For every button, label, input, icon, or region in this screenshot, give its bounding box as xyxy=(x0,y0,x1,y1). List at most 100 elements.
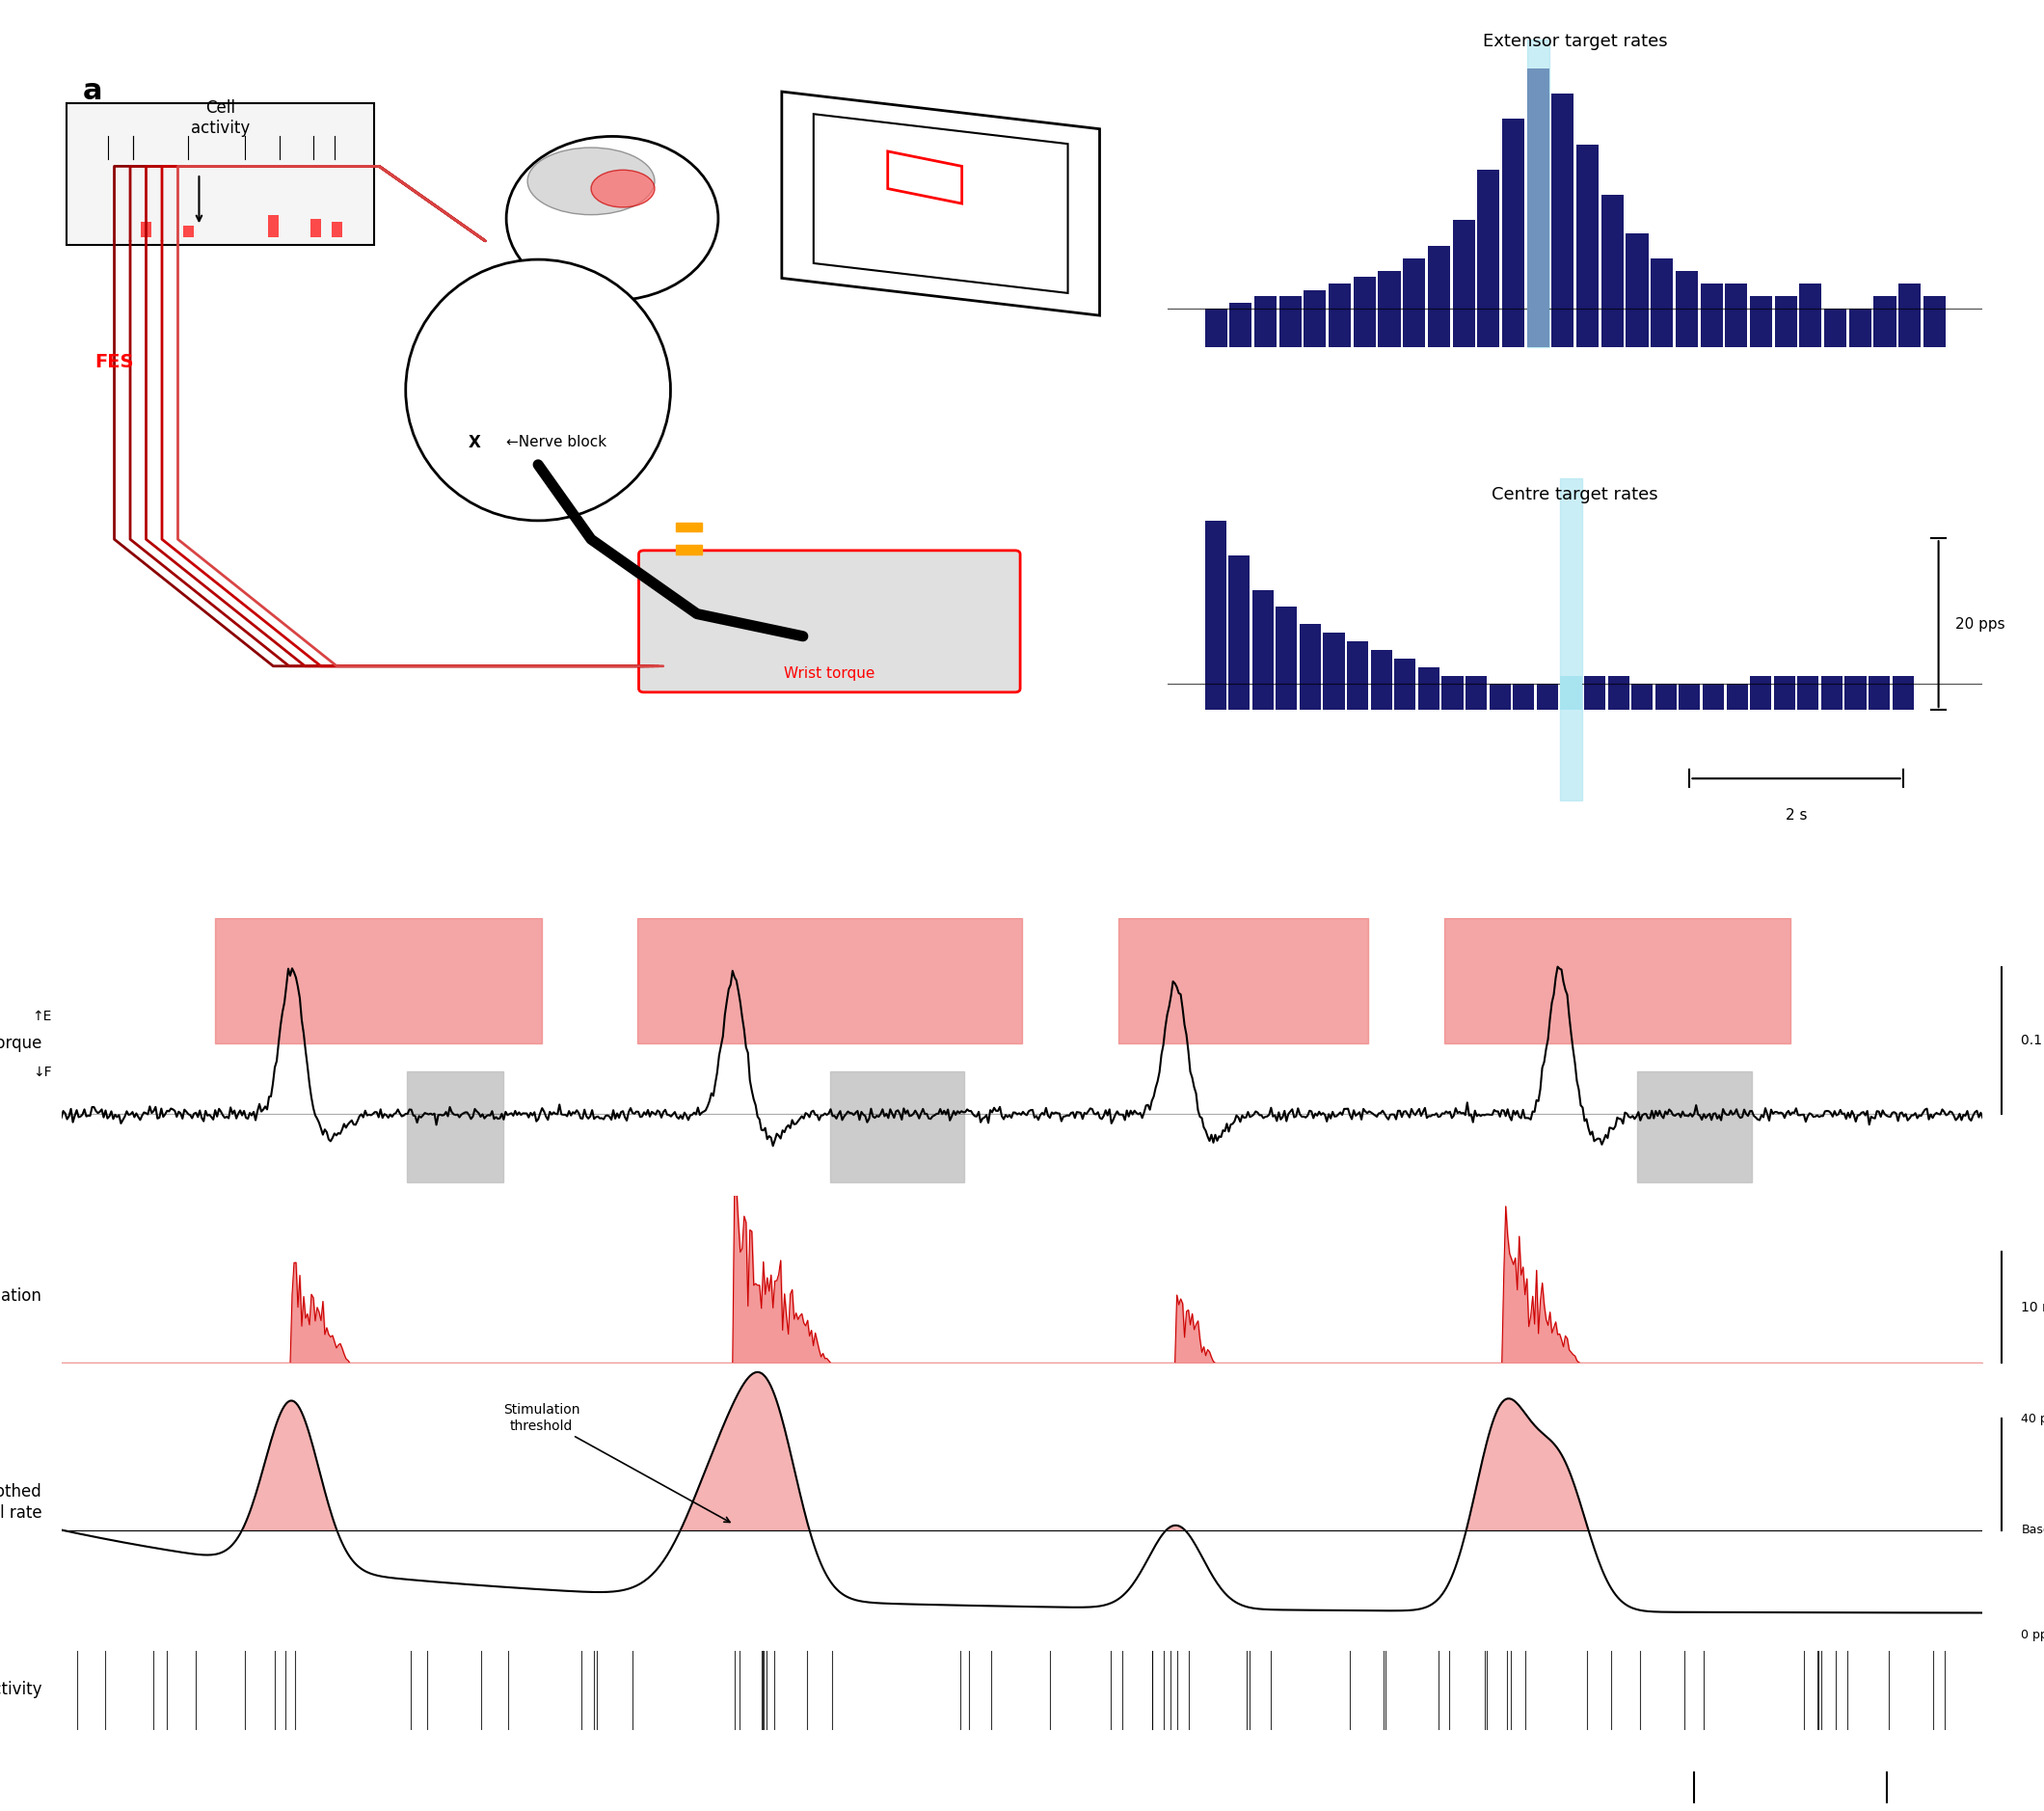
Bar xyxy=(1797,676,1819,710)
Text: FES: FES xyxy=(94,353,133,371)
Bar xyxy=(1625,234,1647,348)
Bar xyxy=(1478,170,1500,348)
Bar xyxy=(1703,685,1723,710)
Bar xyxy=(331,223,341,237)
Bar xyxy=(1304,290,1327,348)
Bar xyxy=(1255,297,1278,348)
Bar xyxy=(1799,284,1821,348)
Bar xyxy=(1676,272,1699,348)
Text: Stimulation
threshold: Stimulation threshold xyxy=(503,1404,730,1523)
Bar xyxy=(1701,284,1723,348)
Bar xyxy=(1560,478,1582,800)
Bar xyxy=(268,216,278,237)
Bar xyxy=(1637,1070,1752,1183)
Bar xyxy=(1228,556,1249,710)
Bar xyxy=(1322,632,1345,710)
Bar xyxy=(1204,522,1226,710)
Bar xyxy=(1118,918,1367,1043)
Text: 0.1 Nm: 0.1 Nm xyxy=(2022,1034,2044,1047)
Bar xyxy=(1821,676,1842,710)
Bar xyxy=(1874,297,1897,348)
Bar xyxy=(1445,918,1791,1043)
Text: Smoothed
cell rate: Smoothed cell rate xyxy=(0,1483,43,1521)
Bar xyxy=(638,918,1022,1043)
Text: ↓F: ↓F xyxy=(33,1065,51,1079)
Text: X: X xyxy=(468,433,480,451)
Bar xyxy=(1419,666,1439,710)
Bar xyxy=(1551,94,1574,348)
Bar xyxy=(1656,685,1676,710)
Bar xyxy=(1576,145,1598,348)
Text: 10 mA: 10 mA xyxy=(2022,1300,2044,1315)
Bar xyxy=(1329,284,1351,348)
Bar xyxy=(1527,69,1549,348)
Bar xyxy=(1527,69,1549,348)
Bar xyxy=(1441,676,1464,710)
Bar xyxy=(677,523,703,532)
Bar xyxy=(1899,284,1921,348)
Polygon shape xyxy=(814,114,1067,293)
Bar xyxy=(1652,259,1674,348)
Bar xyxy=(1402,259,1425,348)
Bar xyxy=(1372,650,1392,710)
Bar xyxy=(1300,625,1320,710)
Text: Baseline: Baseline xyxy=(2022,1523,2044,1536)
Text: ↑E: ↑E xyxy=(33,1011,51,1023)
Bar xyxy=(1609,676,1629,710)
Bar xyxy=(1631,685,1654,710)
Bar xyxy=(141,223,151,237)
Bar xyxy=(1394,659,1416,710)
Bar xyxy=(1527,40,1549,348)
Bar xyxy=(1774,297,1797,348)
Bar xyxy=(1750,297,1772,348)
Ellipse shape xyxy=(405,259,670,520)
Text: ←Nerve block: ←Nerve block xyxy=(507,435,607,449)
Bar xyxy=(1490,685,1511,710)
Bar xyxy=(1230,302,1251,348)
Bar xyxy=(1275,607,1298,710)
Bar xyxy=(1502,120,1525,348)
FancyBboxPatch shape xyxy=(638,551,1020,692)
Text: Cell activity: Cell activity xyxy=(0,1681,43,1699)
Bar xyxy=(1560,676,1582,710)
Bar xyxy=(677,545,703,554)
Bar xyxy=(1466,676,1486,710)
Bar xyxy=(1923,297,1946,348)
Text: 40 pps: 40 pps xyxy=(2022,1413,2044,1425)
Bar xyxy=(1725,284,1748,348)
Title: Centre target rates: Centre target rates xyxy=(1492,487,1658,503)
Text: Cell
activity: Cell activity xyxy=(190,100,249,136)
Bar xyxy=(215,918,542,1043)
Text: Stimulation: Stimulation xyxy=(0,1288,43,1306)
Title: Extensor target rates: Extensor target rates xyxy=(1482,33,1668,51)
Bar xyxy=(1560,676,1582,710)
Text: Torque: Torque xyxy=(0,1034,43,1052)
Ellipse shape xyxy=(507,136,717,301)
Bar xyxy=(1204,310,1226,348)
Bar xyxy=(1678,685,1701,710)
Bar xyxy=(407,1070,503,1183)
Bar xyxy=(1280,297,1302,348)
Bar xyxy=(1868,676,1891,710)
Text: 20 pps: 20 pps xyxy=(1956,618,2005,632)
Ellipse shape xyxy=(527,147,654,216)
Bar xyxy=(1774,676,1795,710)
Bar xyxy=(1253,590,1273,710)
Bar xyxy=(184,226,194,237)
Bar xyxy=(1823,310,1846,348)
Bar xyxy=(1584,676,1605,710)
Bar xyxy=(1600,196,1623,348)
FancyBboxPatch shape xyxy=(67,103,374,244)
Bar xyxy=(1453,221,1476,348)
Bar xyxy=(1429,246,1449,348)
Bar xyxy=(1537,685,1558,710)
Text: a: a xyxy=(82,76,102,105)
Text: Wrist torque: Wrist torque xyxy=(785,666,875,681)
Bar xyxy=(1893,676,1913,710)
Bar xyxy=(1513,685,1535,710)
Bar xyxy=(830,1070,965,1183)
Bar xyxy=(1750,676,1772,710)
Bar xyxy=(1378,272,1400,348)
Bar xyxy=(1347,641,1367,710)
Bar xyxy=(311,219,321,237)
